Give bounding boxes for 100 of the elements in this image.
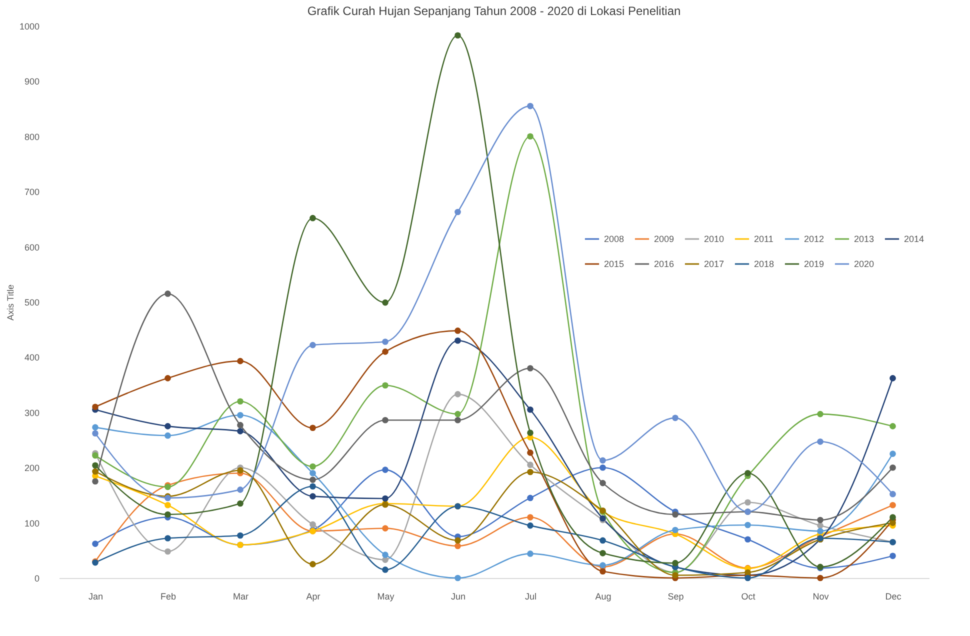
point <box>527 468 534 476</box>
y-tick-label: 400 <box>24 352 40 363</box>
x-tick-label: Oct <box>741 592 756 602</box>
y-tick-label: 600 <box>24 242 40 252</box>
point <box>382 382 388 389</box>
point <box>817 410 824 418</box>
point <box>672 560 678 566</box>
y-tick-label: 700 <box>24 187 40 198</box>
point <box>237 398 244 405</box>
point <box>890 520 896 526</box>
point <box>527 365 534 372</box>
legend-label: 2013 <box>854 234 874 244</box>
legend-label: 2016 <box>654 259 674 269</box>
point <box>92 452 98 459</box>
point <box>382 348 388 355</box>
point <box>744 470 751 476</box>
x-tick-label: Jan <box>88 592 104 602</box>
point <box>454 537 461 544</box>
x-tick-label: Mar <box>233 592 248 602</box>
point <box>310 476 316 483</box>
point <box>890 464 896 471</box>
point <box>92 404 98 410</box>
point <box>600 568 606 575</box>
point <box>237 467 244 474</box>
legend-label: 2010 <box>704 234 724 244</box>
legend-label: 2019 <box>804 259 824 269</box>
point <box>454 391 461 398</box>
point <box>382 466 388 473</box>
point <box>744 499 751 506</box>
point <box>164 548 171 555</box>
point <box>672 414 678 422</box>
x-tick-label: Dec <box>885 592 902 602</box>
point <box>164 432 171 439</box>
y-tick-label: 0 <box>34 574 40 584</box>
point <box>237 358 244 364</box>
point <box>600 464 606 471</box>
point <box>454 208 461 216</box>
x-tick-label: Nov <box>812 592 830 602</box>
point <box>382 299 388 306</box>
chart-title: Grafik Curah Hujan Sepanjang Tahun 2008 - 2020 di Lokasi Penelitian <box>307 4 681 18</box>
point <box>237 500 244 507</box>
x-tick-label: Jul <box>524 592 537 602</box>
point <box>382 566 388 573</box>
point <box>890 514 896 520</box>
point <box>310 214 316 222</box>
legend-label: 2017 <box>704 259 724 269</box>
point <box>817 574 824 582</box>
point <box>92 468 98 475</box>
point <box>92 424 98 430</box>
point <box>237 486 244 493</box>
point <box>164 511 171 518</box>
x-tick-label: May <box>377 592 395 602</box>
point <box>382 525 388 532</box>
point <box>890 450 896 457</box>
y-tick-label: 1000 <box>19 22 40 32</box>
point <box>454 542 461 550</box>
point <box>817 516 824 524</box>
point <box>310 424 316 432</box>
point <box>600 550 606 556</box>
point <box>454 337 461 344</box>
point <box>744 522 751 528</box>
point <box>527 450 534 456</box>
point <box>890 552 896 560</box>
legend-label: 2020 <box>854 259 874 269</box>
legend-label: 2014 <box>904 234 924 244</box>
point <box>237 428 244 434</box>
point <box>310 470 316 476</box>
y-tick-label: 100 <box>24 518 40 528</box>
point <box>527 406 534 413</box>
point <box>237 532 244 539</box>
point <box>890 375 896 382</box>
point <box>890 423 896 430</box>
y-tick-label: 900 <box>24 76 40 87</box>
y-tick-label: 300 <box>24 408 40 418</box>
point <box>164 375 171 382</box>
point <box>454 416 461 424</box>
point <box>92 478 98 485</box>
legend-label: 2015 <box>604 259 624 269</box>
point <box>672 511 678 518</box>
x-tick-label: Feb <box>160 592 176 602</box>
point <box>310 521 316 528</box>
y-tick-label: 500 <box>24 298 40 308</box>
point <box>817 438 824 445</box>
point <box>817 522 824 529</box>
point <box>817 528 824 534</box>
point <box>890 502 896 508</box>
point <box>310 483 316 490</box>
legend-label: 2008 <box>604 234 624 244</box>
y-axis-title: Axis Title <box>5 284 16 321</box>
point <box>527 462 534 468</box>
point <box>237 412 244 418</box>
point <box>744 536 751 543</box>
point <box>92 430 98 437</box>
point <box>600 537 606 544</box>
point <box>527 430 534 436</box>
point <box>382 338 388 345</box>
x-tick-label: Apr <box>306 592 320 602</box>
point <box>454 410 461 418</box>
x-tick-label: Jun <box>450 592 466 602</box>
point <box>310 493 316 500</box>
